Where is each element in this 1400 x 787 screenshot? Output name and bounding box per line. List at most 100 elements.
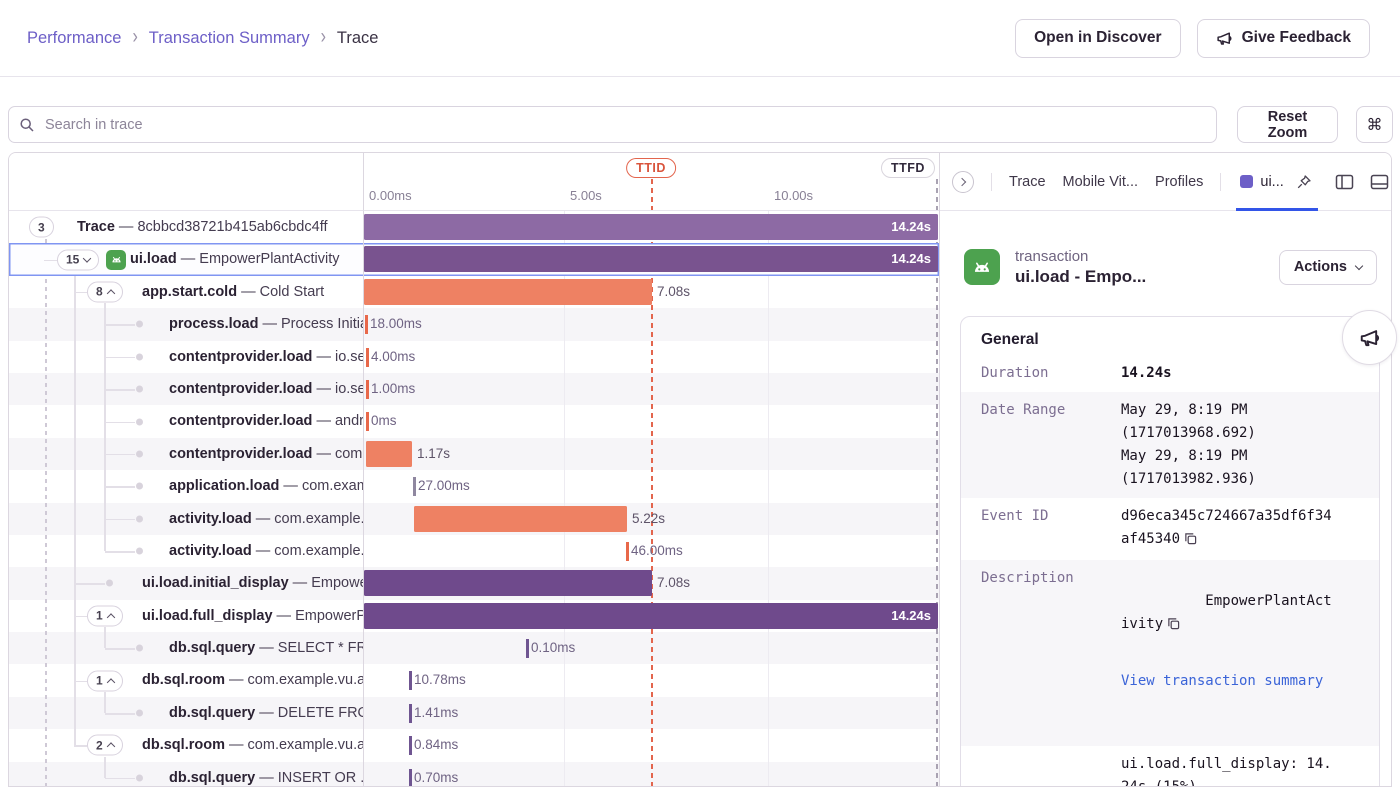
span-count-pill[interactable]: 3: [29, 216, 54, 238]
span-duration-tick[interactable]: [409, 703, 412, 723]
tree-dot: [136, 644, 143, 652]
view-transaction-summary-link[interactable]: View transaction summary: [1121, 673, 1324, 689]
span-duration-bar[interactable]: [364, 278, 652, 305]
span-row[interactable]: 1 db.sql.room — com.example.vu.android...…: [9, 664, 939, 697]
copy-icon[interactable]: [1184, 530, 1197, 553]
span-duration-tick[interactable]: [409, 736, 412, 756]
span-count-pill[interactable]: 1: [87, 605, 123, 627]
span-row[interactable]: 15 ui.load — EmpowerPlantActivity 14.24s: [9, 243, 939, 276]
span-row[interactable]: db.sql.query — SELECT * FROM ... 0.10ms: [9, 632, 939, 665]
span-row[interactable]: contentprovider.load — com.example.vu.an…: [9, 437, 939, 471]
span-duration-bar[interactable]: 14.24s: [364, 602, 938, 629]
span-row[interactable]: contentprovider.load — io.sentry.android…: [9, 340, 939, 373]
span-row[interactable]: 8 app.start.cold — Cold Start 7.08s: [9, 275, 939, 309]
span-bar-cell[interactable]: 1.41ms: [364, 697, 939, 729]
span-bar-cell[interactable]: 10.78ms: [364, 664, 939, 696]
span-tree-cell[interactable]: application.load — com.example.vu.androi…: [9, 470, 364, 503]
span-tree-cell[interactable]: 3 Trace — 8cbbcd38721b415ab6cbdc4ff: [9, 211, 364, 244]
span-bar-cell[interactable]: 0.70ms: [364, 762, 939, 786]
span-duration-tick[interactable]: [526, 639, 529, 659]
span-row[interactable]: process.load — Process Initialization 18.…: [9, 308, 939, 341]
span-duration-tick[interactable]: [366, 347, 369, 367]
span-tree-cell[interactable]: process.load — Process Initialization: [9, 308, 364, 341]
span-bar-cell[interactable]: 18.00ms: [364, 308, 939, 340]
span-duration-tick[interactable]: [409, 671, 412, 691]
copy-icon[interactable]: [1167, 615, 1180, 638]
span-row[interactable]: db.sql.query — DELETE FROM ... 1.41ms: [9, 696, 939, 730]
dock-left-icon[interactable]: [1333, 172, 1356, 192]
search-input[interactable]: [43, 115, 1206, 134]
span-bar-cell[interactable]: 27.00ms: [364, 470, 939, 502]
span-bar-cell[interactable]: 4.00ms: [364, 341, 939, 373]
span-bar-cell[interactable]: 1.00ms: [364, 373, 939, 405]
span-bar-cell[interactable]: 14.24s: [364, 600, 939, 632]
span-duration-tick[interactable]: [409, 768, 412, 786]
span-duration-bar[interactable]: 14.24s: [364, 246, 938, 273]
span-tree-cell[interactable]: db.sql.query — DELETE FROM ...: [9, 696, 364, 730]
span-duration-bar[interactable]: [366, 440, 412, 467]
span-tree-cell[interactable]: 8 app.start.cold — Cold Start: [9, 275, 364, 309]
span-row[interactable]: db.sql.query — INSERT OR ... 0.70ms: [9, 761, 939, 786]
span-row[interactable]: contentprovider.load — androidx.startup.…: [9, 405, 939, 438]
tab-mobile-vitals[interactable]: Mobile Vit...: [1062, 173, 1139, 190]
span-tree-cell[interactable]: activity.load — com.example.vu.android..…: [9, 502, 364, 535]
span-bar-cell[interactable]: 7.08s: [364, 276, 939, 308]
span-tree-cell[interactable]: db.sql.query — SELECT * FROM ...: [9, 632, 364, 665]
breadcrumb-transaction-summary[interactable]: Transaction Summary: [148, 28, 310, 47]
span-duration-tick[interactable]: [366, 379, 369, 399]
span-tree-cell[interactable]: contentprovider.load — io.sentry.android…: [9, 340, 364, 373]
span-count-pill[interactable]: 2: [87, 734, 123, 756]
span-duration-tick[interactable]: [626, 541, 629, 561]
span-tree-cell[interactable]: activity.load — com.example.vu.android..…: [9, 534, 364, 568]
span-row[interactable]: 1 ui.load.full_display — EmpowerPlantActi…: [9, 599, 939, 633]
span-count-pill[interactable]: 8: [87, 281, 123, 303]
actions-button[interactable]: Actions: [1278, 249, 1377, 285]
span-bar-cell[interactable]: 0.10ms: [364, 632, 939, 664]
span-count-pill[interactable]: 1: [87, 670, 123, 692]
span-duration-tick[interactable]: [365, 315, 368, 335]
span-duration-bar[interactable]: [364, 570, 652, 597]
command-key-button[interactable]: ⌘: [1356, 106, 1393, 143]
span-row[interactable]: ui.load.initial_display — EmpowerPlantAc…: [9, 567, 939, 600]
collapse-drawer-button[interactable]: [952, 170, 974, 193]
span-duration-tick[interactable]: [366, 412, 369, 432]
span-tree-cell[interactable]: 2 db.sql.room — com.example.vu.android...: [9, 729, 364, 762]
give-feedback-button[interactable]: Give Feedback: [1196, 18, 1370, 58]
span-tree-cell[interactable]: 1 db.sql.room — com.example.vu.android...: [9, 664, 364, 697]
span-duration-tick[interactable]: [413, 477, 416, 497]
span-row[interactable]: activity.load — com.example.vu.android..…: [9, 534, 939, 568]
span-count-pill[interactable]: 15: [57, 249, 100, 271]
tab-profiles[interactable]: Profiles: [1155, 173, 1204, 190]
span-bar-cell[interactable]: 46.00ms: [364, 535, 939, 567]
span-tree-cell[interactable]: 15 ui.load — EmpowerPlantActivity: [9, 243, 364, 276]
dock-bottom-icon[interactable]: [1368, 172, 1391, 192]
span-bar-cell[interactable]: 0ms: [364, 405, 939, 437]
pin-tab-button[interactable]: [1294, 172, 1314, 192]
span-row[interactable]: contentprovider.load — io.sentry.android…: [9, 372, 939, 406]
span-bar-cell[interactable]: 14.24s: [364, 243, 939, 275]
span-title: ui.load.full_display — EmpowerPlantActiv…: [142, 600, 363, 632]
span-tree-cell[interactable]: db.sql.query — INSERT OR ...: [9, 761, 364, 786]
span-row[interactable]: 2 db.sql.room — com.example.vu.android...…: [9, 729, 939, 762]
span-duration-bar[interactable]: 14.24s: [364, 214, 938, 240]
open-in-discover-button[interactable]: Open in Discover: [1015, 18, 1181, 58]
span-row[interactable]: 3 Trace — 8cbbcd38721b415ab6cbdc4ff 14.24s: [9, 211, 939, 244]
span-tree-cell[interactable]: 1 ui.load.full_display — EmpowerPlantActi…: [9, 599, 364, 633]
span-duration-bar[interactable]: [414, 505, 627, 532]
feedback-fab-button[interactable]: [1342, 310, 1397, 365]
span-bar-cell[interactable]: 0.84ms: [364, 729, 939, 761]
span-row[interactable]: activity.load — com.example.vu.android..…: [9, 502, 939, 535]
span-tree-cell[interactable]: contentprovider.load — androidx.startup.…: [9, 405, 364, 438]
reset-zoom-button[interactable]: Reset Zoom: [1237, 106, 1338, 143]
span-bar-cell[interactable]: 14.24s: [364, 211, 939, 243]
tab-ui-load[interactable]: ui...: [1240, 174, 1284, 190]
span-bar-cell[interactable]: 1.17s: [364, 438, 939, 470]
breadcrumb-performance[interactable]: Performance: [27, 28, 122, 47]
tab-trace[interactable]: Trace: [1009, 173, 1046, 190]
span-row[interactable]: application.load — com.example.vu.androi…: [9, 470, 939, 503]
span-bar-cell[interactable]: 7.08s: [364, 567, 939, 599]
span-tree-cell[interactable]: ui.load.initial_display — EmpowerPlantAc…: [9, 567, 364, 600]
span-tree-cell[interactable]: contentprovider.load — com.example.vu.an…: [9, 437, 364, 471]
span-tree-cell[interactable]: contentprovider.load — io.sentry.android…: [9, 372, 364, 406]
span-bar-cell[interactable]: 5.22s: [364, 503, 939, 535]
